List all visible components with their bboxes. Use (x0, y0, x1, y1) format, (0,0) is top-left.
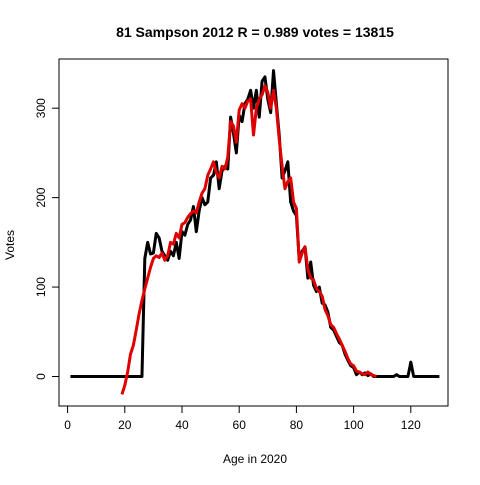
series-layer (70, 69, 440, 395)
y-tick-label: 0 (34, 373, 48, 380)
x-tick-label: 100 (344, 418, 364, 432)
x-tick-label: 80 (290, 418, 304, 432)
x-tick-label: 0 (64, 418, 71, 432)
y-tick-label: 200 (34, 187, 48, 207)
y-tick-label: 100 (34, 277, 48, 297)
y-axis-label: Votes (3, 230, 17, 260)
plot-frame (58, 58, 449, 407)
x-tick-label: 60 (233, 418, 247, 432)
x-tick-label: 120 (401, 418, 421, 432)
x-axis: 0 20 40 60 80 100 120 (64, 406, 421, 432)
x-tick-label: 20 (118, 418, 132, 432)
x-tick-label: 40 (175, 418, 189, 432)
series-line-model (120, 84, 377, 395)
x-axis-label: Age in 2020 (223, 452, 287, 466)
y-axis: 0 100 200 300 (34, 98, 59, 380)
chart-title: 81 Sampson 2012 R = 0.989 votes = 13815 (116, 24, 394, 40)
y-tick-label: 300 (34, 98, 48, 118)
